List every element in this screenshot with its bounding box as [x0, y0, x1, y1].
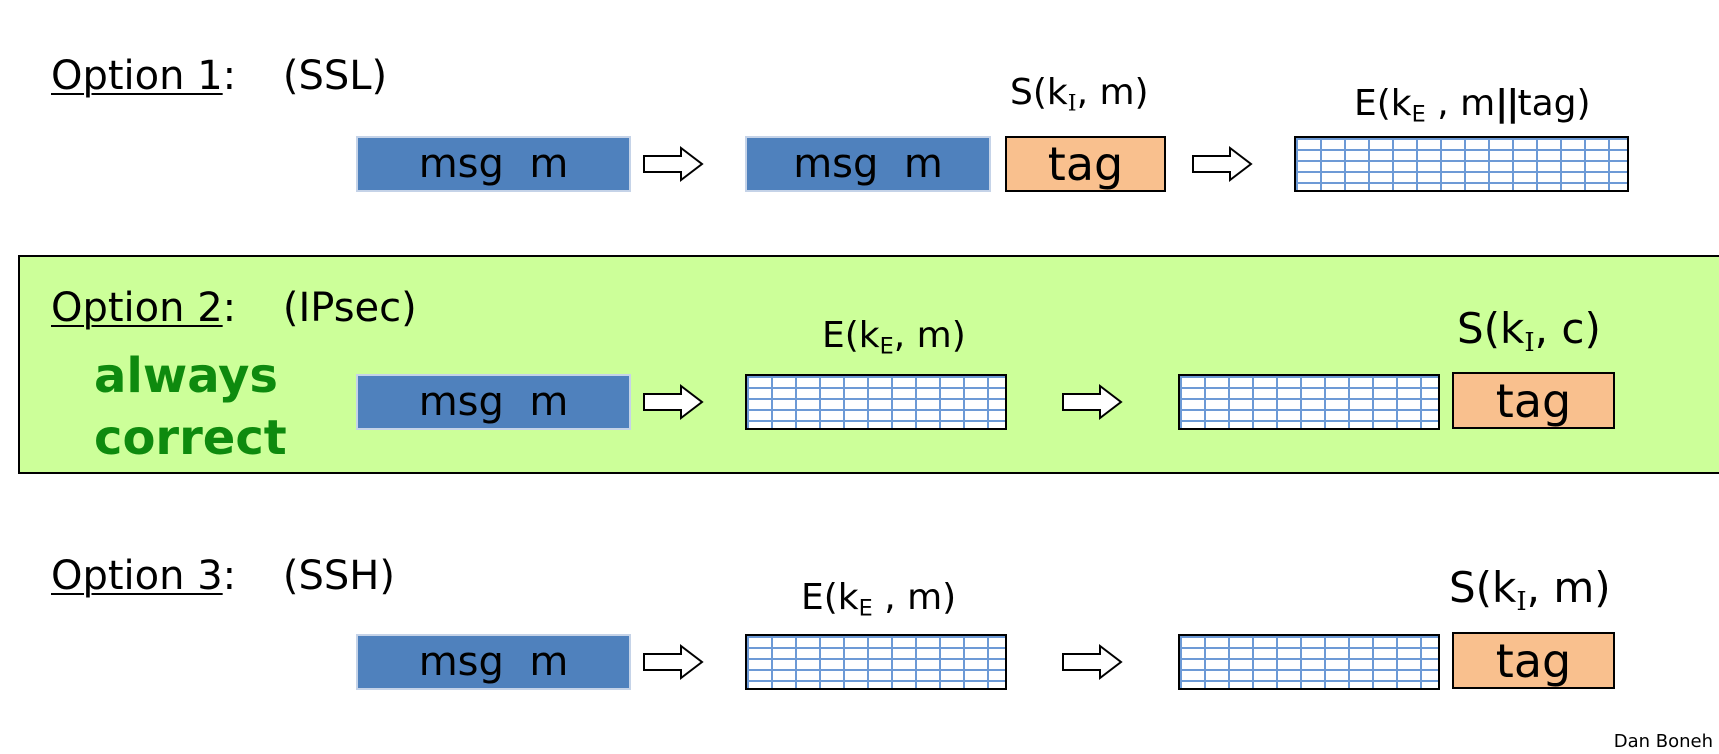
author-credit: Dan Boneh — [1613, 731, 1713, 752]
option3-message-box: msg m — [356, 634, 631, 690]
option3-ciphertext-box-2 — [1178, 634, 1440, 690]
option2-encrypt-label: E(kE, m) — [822, 315, 966, 360]
option2-highlight-band — [18, 255, 1719, 474]
option1-ciphertext-box — [1294, 136, 1629, 192]
option3-encrypt-label: E(kE , m) — [801, 577, 957, 622]
option1-message-text-2: msg m — [793, 141, 943, 187]
option1-tag-text: tag — [1047, 137, 1124, 191]
option2-annotation: always correct — [94, 345, 287, 470]
option1-tag-box: tag — [1005, 136, 1166, 192]
option3-ciphertext-box — [745, 634, 1007, 690]
option1-encrypt-label: E(kE , m||tag) — [1354, 83, 1591, 128]
option2-tag-box: tag — [1452, 372, 1615, 429]
option2-ciphertext-box — [745, 374, 1007, 430]
option3-protocol: (SSH) — [282, 553, 395, 599]
option1-protocol: (SSL) — [282, 53, 388, 99]
right-arrow-icon — [1062, 643, 1123, 681]
option1-colon: : — [222, 53, 237, 99]
option2-annotation-line2: correct — [94, 410, 287, 467]
option2-heading: Option 2: (IPsec) — [51, 288, 417, 328]
right-arrow-icon — [1062, 383, 1123, 421]
option1-message-box-2: msg m — [745, 136, 991, 192]
option1-heading: Option 1: (SSL) — [51, 56, 387, 96]
option3-sign-label: S(kI, m) — [1449, 563, 1611, 617]
option1-sign-label: S(kI, m) — [1010, 72, 1149, 117]
option2-label: Option 2 — [51, 285, 223, 331]
option3-colon: : — [222, 553, 237, 599]
option1-message-box: msg m — [356, 136, 631, 192]
option3-message-text: msg m — [418, 639, 569, 685]
option2-ciphertext-box-2 — [1178, 374, 1440, 430]
option3-tag-box: tag — [1452, 632, 1615, 689]
right-arrow-icon — [643, 145, 704, 183]
option2-colon: : — [222, 285, 237, 331]
right-arrow-icon — [643, 643, 704, 681]
option2-message-text: msg m — [418, 379, 569, 425]
right-arrow-icon — [643, 383, 704, 421]
option2-sign-label: S(kI, c) — [1457, 304, 1601, 358]
option3-tag-text: tag — [1495, 633, 1572, 688]
option2-message-box: msg m — [356, 374, 631, 430]
option1-label: Option 1 — [51, 53, 223, 99]
option3-label: Option 3 — [51, 553, 223, 599]
option2-annotation-line1: always — [94, 348, 278, 404]
right-arrow-icon — [1192, 145, 1253, 183]
option2-protocol: (IPsec) — [282, 285, 417, 331]
option2-tag-text: tag — [1495, 373, 1572, 428]
option1-message-text: msg m — [418, 141, 569, 187]
option3-heading: Option 3: (SSH) — [51, 556, 395, 596]
